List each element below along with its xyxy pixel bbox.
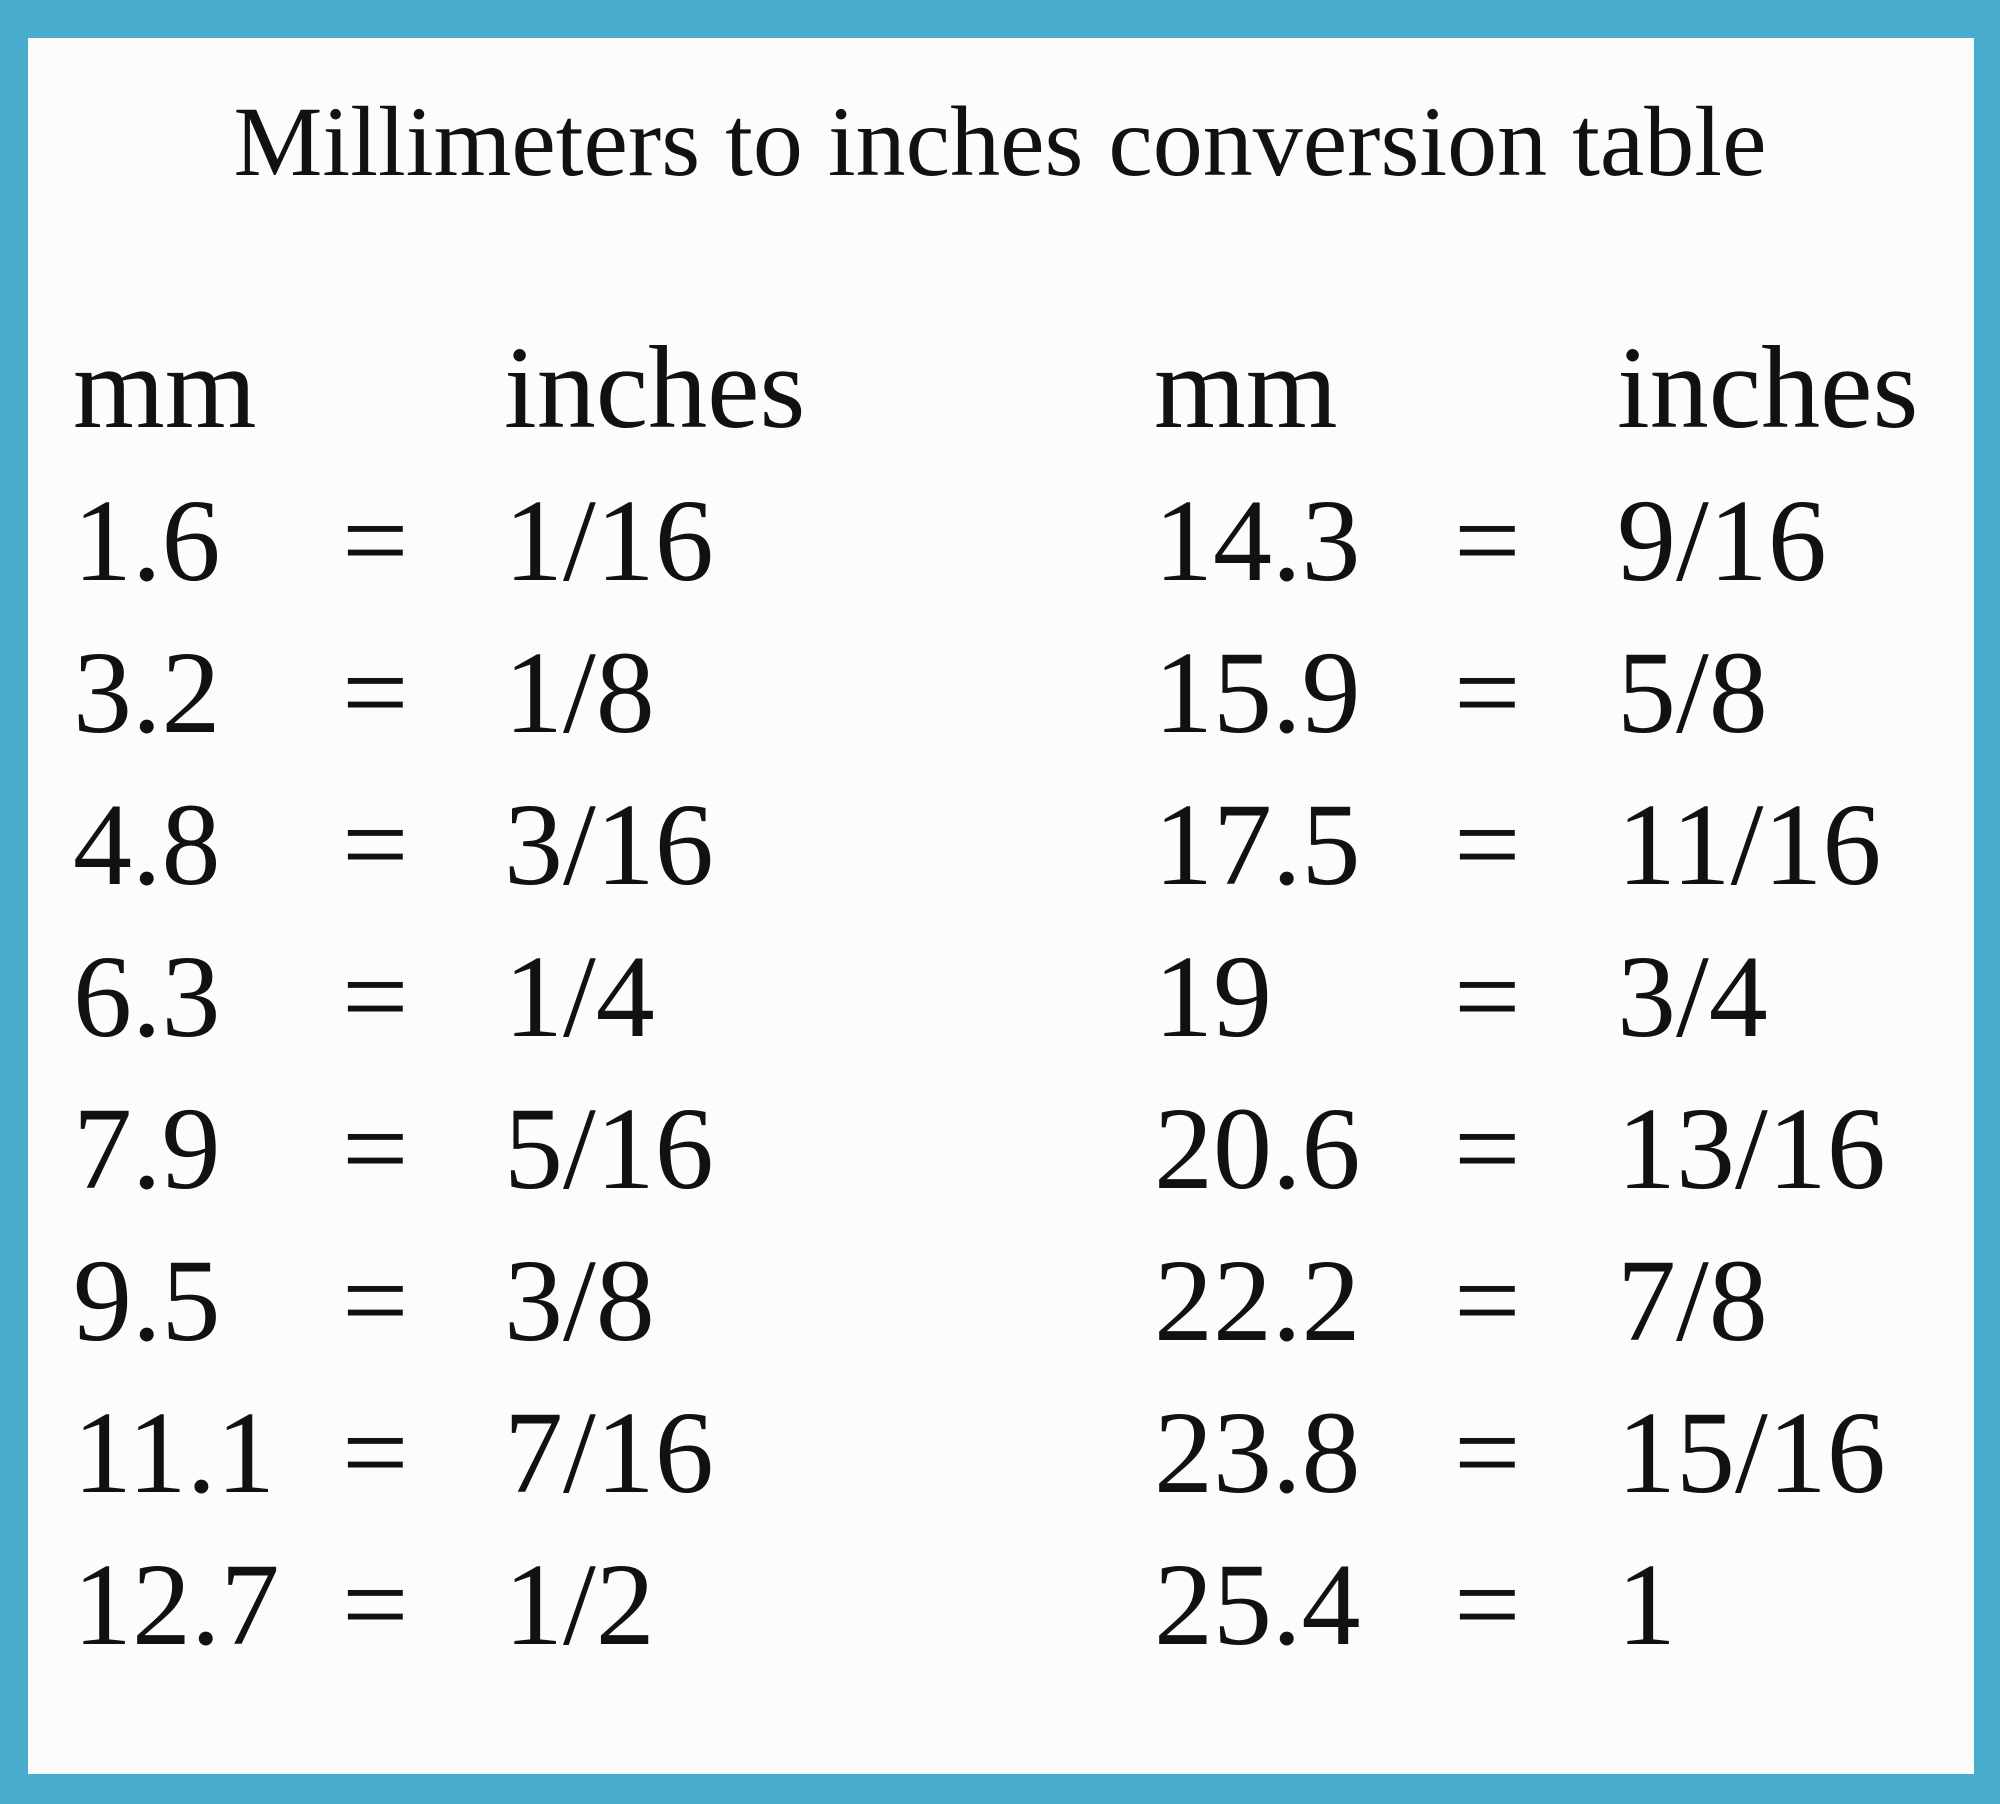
inch-value: 15/16 <box>1617 1387 1886 1518</box>
inch-value: 11/16 <box>1617 779 1881 910</box>
equals-sign: = <box>342 1387 409 1518</box>
mm-value: 11.1 <box>73 1387 275 1518</box>
mm-value: 12.7 <box>73 1539 280 1670</box>
equals-sign: = <box>1454 1083 1521 1214</box>
column-header: mm <box>73 322 257 453</box>
mm-value: 7.9 <box>73 1083 221 1214</box>
equals-sign: = <box>1454 1539 1521 1670</box>
equals-sign: = <box>342 475 409 606</box>
equals-sign: = <box>342 627 409 758</box>
mm-value: 20.6 <box>1154 1083 1361 1214</box>
equals-sign: = <box>342 931 409 1062</box>
inch-value: 1 <box>1617 1539 1676 1670</box>
column-header: inches <box>1617 322 1918 453</box>
equals-sign: = <box>342 1235 409 1366</box>
inch-value: 3/16 <box>504 779 714 910</box>
equals-sign: = <box>342 779 409 910</box>
mm-value: 23.8 <box>1154 1387 1361 1518</box>
mm-value: 1.6 <box>73 475 221 606</box>
mm-value: 17.5 <box>1154 779 1361 910</box>
equals-sign: = <box>1454 1387 1521 1518</box>
inch-value: 9/16 <box>1617 475 1827 606</box>
inch-value: 1/2 <box>504 1539 655 1670</box>
mm-value: 15.9 <box>1154 627 1361 758</box>
mm-value: 6.3 <box>73 931 221 1062</box>
mm-value: 3.2 <box>73 627 221 758</box>
inch-value: 7/16 <box>504 1387 714 1518</box>
mm-value: 14.3 <box>1154 475 1361 606</box>
mm-value: 9.5 <box>73 1235 221 1366</box>
title: Millimeters to inches conversion table <box>234 86 1767 197</box>
equals-sign: = <box>1454 627 1521 758</box>
equals-sign: = <box>1454 1235 1521 1366</box>
column-header: mm <box>1154 322 1338 453</box>
mm-value: 19 <box>1154 931 1272 1062</box>
inch-value: 13/16 <box>1617 1083 1886 1214</box>
mm-value: 22.2 <box>1154 1235 1361 1366</box>
mm-value: 4.8 <box>73 779 221 910</box>
equals-sign: = <box>342 1539 409 1670</box>
column-header: inches <box>504 322 805 453</box>
inch-value: 1/16 <box>504 475 714 606</box>
equals-sign: = <box>342 1083 409 1214</box>
inch-value: 3/4 <box>1617 931 1768 1062</box>
mm-value: 25.4 <box>1154 1539 1361 1670</box>
inch-value: 1/4 <box>504 931 655 1062</box>
equals-sign: = <box>1454 779 1521 910</box>
panel <box>28 38 1974 1774</box>
inch-value: 1/8 <box>504 627 655 758</box>
equals-sign: = <box>1454 931 1521 1062</box>
inch-value: 3/8 <box>504 1235 655 1366</box>
inch-value: 7/8 <box>1617 1235 1768 1366</box>
inch-value: 5/8 <box>1617 627 1768 758</box>
inch-value: 5/16 <box>504 1083 714 1214</box>
equals-sign: = <box>1454 475 1521 606</box>
